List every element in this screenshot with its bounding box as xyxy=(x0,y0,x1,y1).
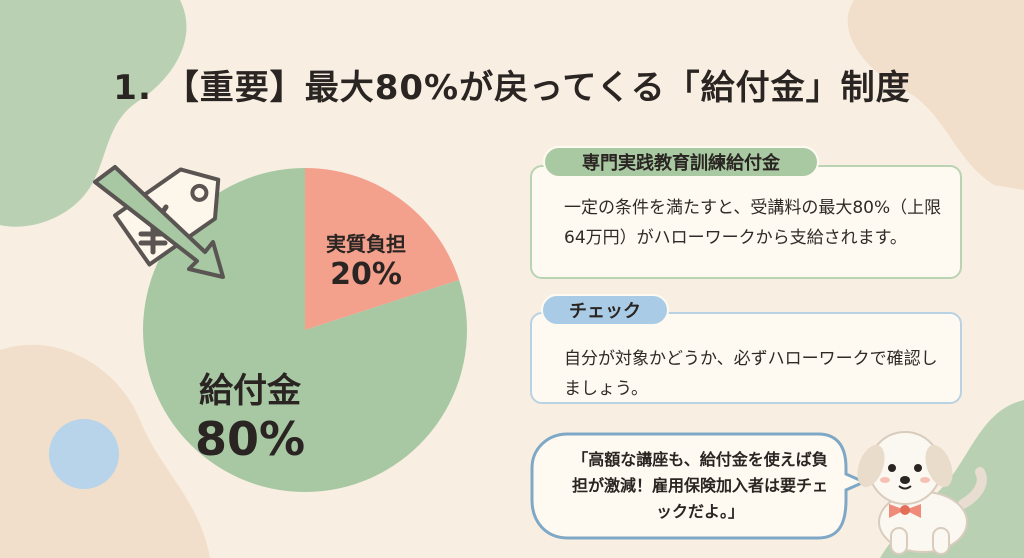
page-title: 1. 【重要】最大80%が戻ってくる「給付金」制度 xyxy=(113,68,911,108)
speech-bubble xyxy=(530,432,868,540)
down-arrow-icon xyxy=(93,165,225,279)
benefit-description: 一定の条件を満たすと、受講料の最大80%（上限64万円）がハローワークから支給さ… xyxy=(564,198,942,248)
pie-label-burden: 実質負担 20% xyxy=(306,228,426,293)
pie-slice-benefit xyxy=(143,168,468,493)
burden-value-label: 20% xyxy=(330,257,402,292)
background-blob-top-left xyxy=(0,0,187,227)
check-description: 自分が対象かどうか、必ずハローワークで確認しましょう。 xyxy=(564,349,938,399)
pie-label-benefit: 給付金 80% xyxy=(180,363,320,466)
benefit-tag: 専門実践教育訓練給付金 xyxy=(543,146,819,178)
decorative-blue-circle xyxy=(49,419,119,489)
pie-chart xyxy=(143,168,468,493)
benefit-info-card: 一定の条件を満たすと、受講料の最大80%（上限64万円）がハローワークから支給さ… xyxy=(530,165,962,279)
speech-bubble-text: 「高額な講座も、給付金を使えば負担が激減！雇用保険加入者は要チェックだよ。」 xyxy=(571,450,828,521)
benefit-category-label: 給付金 xyxy=(199,371,301,411)
pie-slice-burden xyxy=(305,168,460,330)
price-tag-down-icon xyxy=(93,165,225,279)
background-blob-top-right xyxy=(847,0,1024,190)
check-info-card: 自分が対象かどうか、必ずハローワークで確認しましょう。 xyxy=(530,312,962,404)
check-tag: チェック xyxy=(541,294,669,326)
dog-mascot-icon xyxy=(857,431,987,555)
burden-category-label: 実質負担 xyxy=(326,232,406,256)
benefit-value-label: 80% xyxy=(194,412,306,466)
